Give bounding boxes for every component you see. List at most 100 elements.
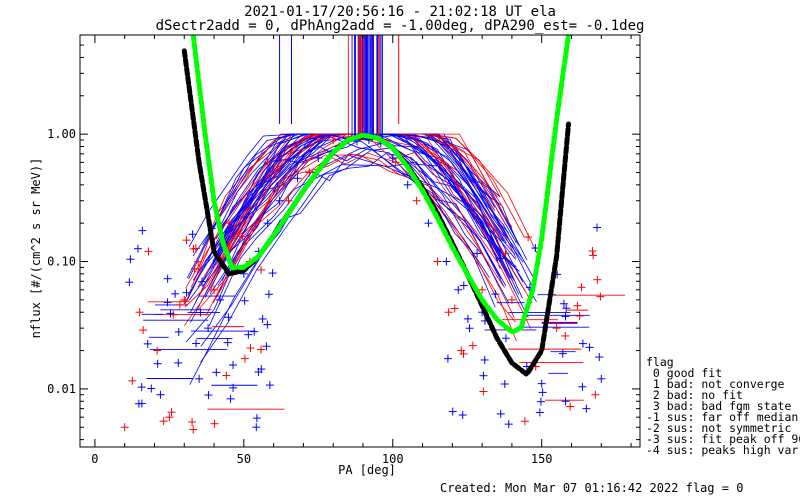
scatter-point xyxy=(468,341,477,350)
red-point xyxy=(180,295,189,304)
red-point xyxy=(573,301,582,310)
scatter-point xyxy=(147,384,156,393)
blue-point xyxy=(275,196,284,205)
x-axis-label: PA [deg] xyxy=(338,463,396,477)
blue-point xyxy=(597,374,606,383)
scatter-point xyxy=(229,361,238,370)
scatter-point xyxy=(443,354,452,363)
scatter-point xyxy=(240,354,249,363)
scatter-point xyxy=(496,409,505,418)
scatter-point xyxy=(163,274,172,283)
scatter-point xyxy=(480,355,489,364)
profile-line xyxy=(207,133,532,329)
scatter-point xyxy=(593,275,602,284)
flag-legend-item: 2 bad: no fit xyxy=(646,388,743,402)
blue-point xyxy=(388,153,397,162)
scatter-point xyxy=(561,312,570,321)
scatter-point xyxy=(458,411,467,420)
scatter-point xyxy=(137,383,146,392)
scatter-point xyxy=(175,300,184,309)
scatter-point xyxy=(566,402,575,411)
scatter-point xyxy=(463,314,472,323)
scatter-point xyxy=(561,331,570,340)
scatter-point xyxy=(128,376,137,385)
red-point xyxy=(412,196,421,205)
fit-curve-green xyxy=(190,32,571,335)
red-point xyxy=(120,423,129,432)
flag-legend-title: flag xyxy=(646,355,674,369)
scatter-point xyxy=(125,278,134,287)
scatter-point xyxy=(181,297,190,306)
red-point xyxy=(210,285,219,294)
scatter-point xyxy=(479,371,488,380)
scatter-point xyxy=(139,326,148,335)
scatter-point xyxy=(212,368,221,377)
blue-point xyxy=(263,219,272,228)
y-tick-label: 1.00 xyxy=(47,127,76,141)
scatter-point xyxy=(538,388,547,397)
scatter-point xyxy=(182,236,191,245)
scatter-point xyxy=(578,382,587,391)
blue-point xyxy=(156,390,165,399)
x-tick-label: 100 xyxy=(382,452,404,466)
scatter-point xyxy=(450,304,459,313)
scatter-point xyxy=(535,408,544,417)
profile-line xyxy=(212,145,496,308)
profile-line xyxy=(208,154,500,327)
chart-title: 2021-01-17/20:56:16 - 21:02:18 UT ela xyxy=(244,4,556,20)
red-point xyxy=(165,413,174,422)
red-point xyxy=(433,257,442,266)
scatter-point xyxy=(444,308,453,317)
scatter-point xyxy=(224,313,233,322)
profile-line xyxy=(197,154,516,323)
blue-point xyxy=(561,397,570,406)
red-point xyxy=(457,346,466,355)
red-point xyxy=(552,324,561,333)
scatter-point xyxy=(593,223,602,232)
scatter-point xyxy=(595,353,604,362)
scatter-point xyxy=(171,289,180,298)
blue-point xyxy=(403,180,412,189)
y-axis-label: nflux [#/(cm^2 s sr MeV)] xyxy=(29,157,43,339)
scatter-point xyxy=(501,249,510,258)
scatter-point xyxy=(194,257,203,266)
scatter-point xyxy=(500,379,509,388)
profile-line xyxy=(189,149,523,385)
blue-point xyxy=(501,334,510,343)
flag-legend-item: -2 sus: not symmetric xyxy=(646,421,792,435)
scatter-point xyxy=(250,327,259,336)
scatter-point xyxy=(473,249,482,258)
flag-legend-item: -3 sus: fit peak off 90 xyxy=(646,432,800,446)
scatter-point xyxy=(163,298,172,307)
scatter-point xyxy=(588,247,597,256)
scatter-point xyxy=(596,292,605,301)
scatter-point xyxy=(524,233,533,242)
scatter-point xyxy=(520,417,529,426)
profile-line xyxy=(183,133,513,326)
red-point xyxy=(507,295,516,304)
scatter-point xyxy=(238,232,247,241)
blue-point xyxy=(293,174,302,183)
red-point xyxy=(305,168,314,177)
blue-point xyxy=(314,153,323,162)
blue-point xyxy=(424,219,433,228)
scatter-point xyxy=(143,339,152,348)
scatter-point xyxy=(504,420,513,429)
scatter-point xyxy=(258,314,267,323)
scatter-point xyxy=(204,391,213,400)
scatter-point xyxy=(188,230,197,239)
scatter-point xyxy=(192,339,201,348)
blue-point xyxy=(216,295,224,304)
scatter-point xyxy=(496,254,505,263)
scatter-point xyxy=(577,283,586,292)
scatter-point xyxy=(226,394,235,403)
scatter-point xyxy=(174,327,183,336)
profile-line xyxy=(200,153,520,363)
scatter-point xyxy=(222,371,231,380)
scatter-point xyxy=(133,244,142,253)
scatter-point xyxy=(182,288,191,297)
flag-legend-item: 0 good fit xyxy=(646,366,723,380)
flag-legend: flag 0 good fit 1 bad: not converge 2 ba… xyxy=(646,355,800,456)
red-point xyxy=(224,219,233,228)
